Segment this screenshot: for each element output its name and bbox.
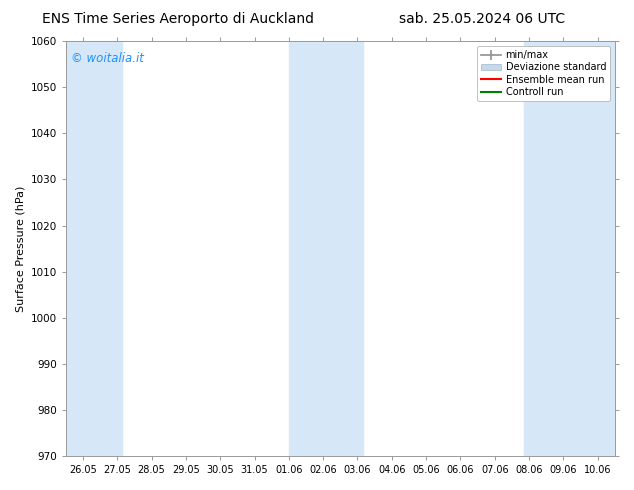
- Y-axis label: Surface Pressure (hPa): Surface Pressure (hPa): [15, 185, 25, 312]
- Text: sab. 25.05.2024 06 UTC: sab. 25.05.2024 06 UTC: [399, 12, 565, 26]
- Text: © woitalia.it: © woitalia.it: [71, 51, 144, 65]
- Bar: [66, 41, 122, 456]
- Bar: [289, 41, 363, 456]
- Bar: [524, 41, 615, 456]
- Legend: min/max, Deviazione standard, Ensemble mean run, Controll run: min/max, Deviazione standard, Ensemble m…: [477, 46, 610, 101]
- Text: ENS Time Series Aeroporto di Auckland: ENS Time Series Aeroporto di Auckland: [41, 12, 314, 26]
